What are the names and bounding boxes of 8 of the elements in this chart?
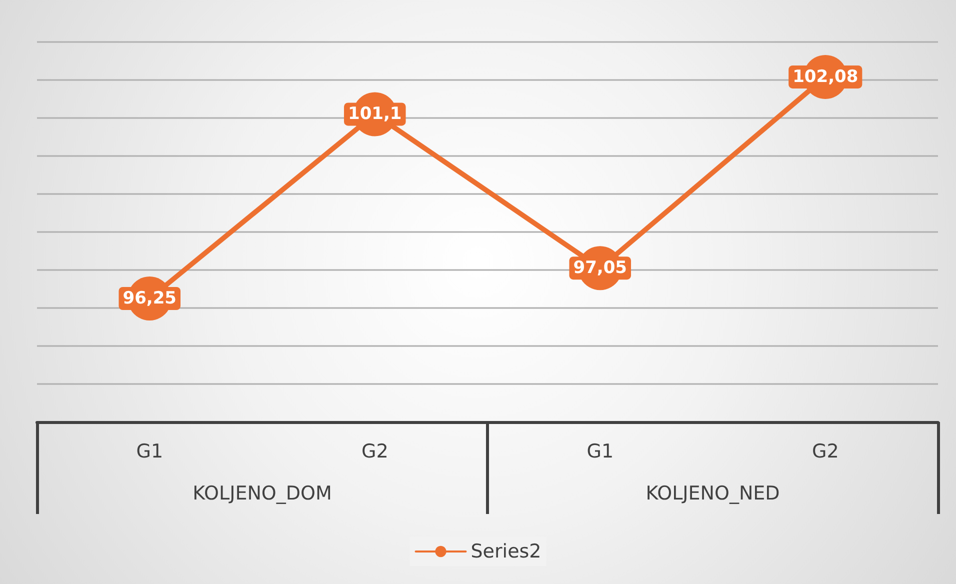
data-label: 97,05 [573, 258, 628, 278]
legend-label: Series2 [470, 540, 542, 562]
text: KOLJENO_DOM [192, 482, 332, 504]
text: KOLJENO_NED [646, 482, 780, 504]
x-tick-label: G1 [136, 440, 164, 462]
x-tick-label: G2 [361, 440, 388, 462]
x-tick-label: G2 [812, 440, 839, 462]
x-tick-label: G1 [586, 440, 614, 462]
